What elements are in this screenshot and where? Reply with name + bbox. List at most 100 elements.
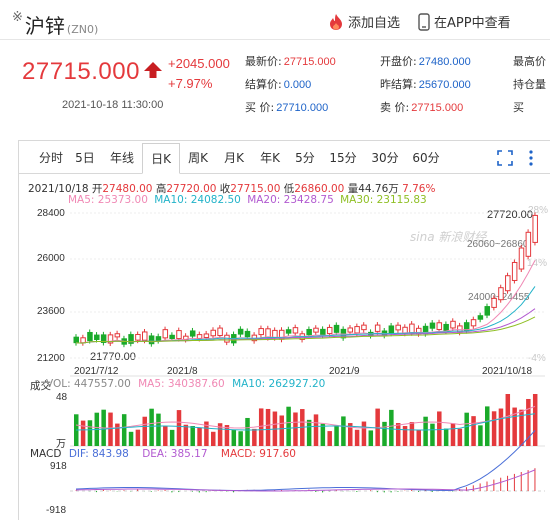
volume-bar <box>464 412 469 446</box>
volume-title: 成交 <box>30 380 51 392</box>
volume-bar <box>142 416 147 446</box>
volume-bar <box>416 429 421 446</box>
ohlc-low: 26860.00 <box>294 183 345 195</box>
candle-body <box>498 287 504 301</box>
candle-body <box>292 327 299 334</box>
candle-body <box>505 275 511 292</box>
price-tick-1: 28400 <box>37 208 65 219</box>
volume-bar <box>519 409 524 446</box>
instrument-code: (ZN0) <box>66 23 99 36</box>
volume-bar <box>197 427 202 446</box>
candle-body <box>244 330 251 338</box>
candle-body <box>94 334 100 341</box>
candle-body <box>176 330 182 340</box>
settle-price-label: 结算价: <box>245 78 282 91</box>
ma30-line <box>75 316 536 344</box>
candle-body <box>73 336 79 344</box>
candle-body <box>409 323 415 334</box>
candle-body <box>237 328 244 335</box>
fullscreen-icon[interactable] <box>497 150 513 166</box>
volume-bar <box>402 426 408 446</box>
ohlc-vol-label: 量 <box>347 183 359 195</box>
ask-price-label: 卖 价: <box>380 101 410 114</box>
settle-price-value: 0.000 <box>283 79 312 91</box>
flame-icon <box>330 13 342 30</box>
tab-intraday[interactable]: 分时 <box>38 151 63 165</box>
candle-body <box>320 328 326 337</box>
candle-body <box>285 329 292 334</box>
volume-bar <box>334 425 339 446</box>
volume-bar <box>108 412 113 446</box>
tab-15min[interactable]: 15分 <box>329 151 357 165</box>
tab-5day[interactable]: 5日 <box>75 151 95 165</box>
candle-body <box>203 333 210 338</box>
quote-datetime: 2021-10-18 11:30:00 <box>62 99 164 111</box>
volume-values: VOL: 447557.00 MA5: 340387.60 MA10: 2629… <box>46 378 325 390</box>
bid2-label: 买 <box>513 101 524 114</box>
latest-price-value: 27715.000 <box>283 56 336 68</box>
tab-monthly-k[interactable]: 月K <box>224 151 244 165</box>
latest-price-field: 最新价: 27715.000 <box>245 53 336 69</box>
candle-body <box>326 326 333 335</box>
volume-bar <box>293 412 298 446</box>
candle-body <box>142 331 148 341</box>
open-in-app-button[interactable]: 在APP中查看 <box>418 12 511 31</box>
sina-watermark: sina 新浪财经 <box>410 230 487 244</box>
pct-tick-mid: 14% <box>527 258 548 269</box>
volume-bar <box>341 416 346 446</box>
volume-bar <box>526 398 531 446</box>
volume-bar <box>217 423 223 446</box>
phone-icon <box>418 12 430 31</box>
date-tick-2: 2021/8 <box>167 366 198 377</box>
ohlc-open: 27480.00 <box>102 183 153 195</box>
volume-axis-top: 48 <box>56 392 68 403</box>
volume-bar <box>252 428 257 446</box>
candle-body <box>525 231 532 257</box>
volume-bar <box>128 431 134 446</box>
volume-bar <box>457 428 463 446</box>
ohlc-date: 2021/10/18 <box>28 183 89 195</box>
volume-ma5: MA5: 340387.60 <box>138 378 225 390</box>
add-watchlist-button[interactable]: 添加自选 <box>328 12 400 31</box>
open-price-field: 开盘价: 27480.000 <box>380 53 471 69</box>
tab-yearly-k[interactable]: 年K <box>260 151 280 165</box>
volume-bar <box>450 423 456 446</box>
candle-body <box>169 334 175 340</box>
date-tick-4: 2021/10/18 <box>482 366 533 377</box>
open-in-app-label: 在APP中查看 <box>434 16 511 31</box>
macd-value: MACD: 917.60 <box>220 448 296 460</box>
tab-60min[interactable]: 60分 <box>412 151 440 165</box>
tab-year-line[interactable]: 年线 <box>109 151 134 165</box>
ohlc-close: 27715.00 <box>230 183 281 195</box>
candle-body <box>388 325 395 334</box>
bid-price-label: 买 价: <box>245 101 275 114</box>
tab-weekly-k[interactable]: 周K <box>188 151 208 165</box>
volume-bar <box>183 424 189 446</box>
macd-dea-line <box>75 469 536 492</box>
tab-5min[interactable]: 5分 <box>295 151 315 165</box>
ma-legend: MA5: 25373.00 MA10: 24082.50 MA20: 23428… <box>68 194 427 206</box>
candle-body <box>107 334 114 344</box>
ohlc-open-label: 开 <box>91 183 103 195</box>
prev-settle-label: 昨结算: <box>380 78 417 91</box>
bid-price-value: 27710.000 <box>276 102 329 114</box>
price-change: +2045.000 <box>168 56 230 71</box>
more-options-icon[interactable] <box>526 150 536 166</box>
instrument-name: 沪锌 <box>24 14 65 38</box>
ohlc-close-label: 收 <box>219 183 231 195</box>
tab-daily-k[interactable]: 日K <box>142 142 180 174</box>
volume-bar <box>443 428 449 446</box>
volume-bar <box>505 394 511 446</box>
volume-bar <box>80 420 86 446</box>
volume-bar <box>190 426 195 446</box>
tab-30min[interactable]: 30分 <box>371 151 399 165</box>
high-price-label: 最高价 <box>513 55 546 68</box>
volume-bar <box>395 423 401 446</box>
ma5-legend: MA5: 25373.00 <box>68 194 148 206</box>
volume-bar <box>512 407 517 446</box>
volume-bar <box>478 425 483 446</box>
volume-bar <box>368 430 374 446</box>
last-price: 27715.000 <box>22 58 140 85</box>
volume-bar <box>485 406 490 446</box>
